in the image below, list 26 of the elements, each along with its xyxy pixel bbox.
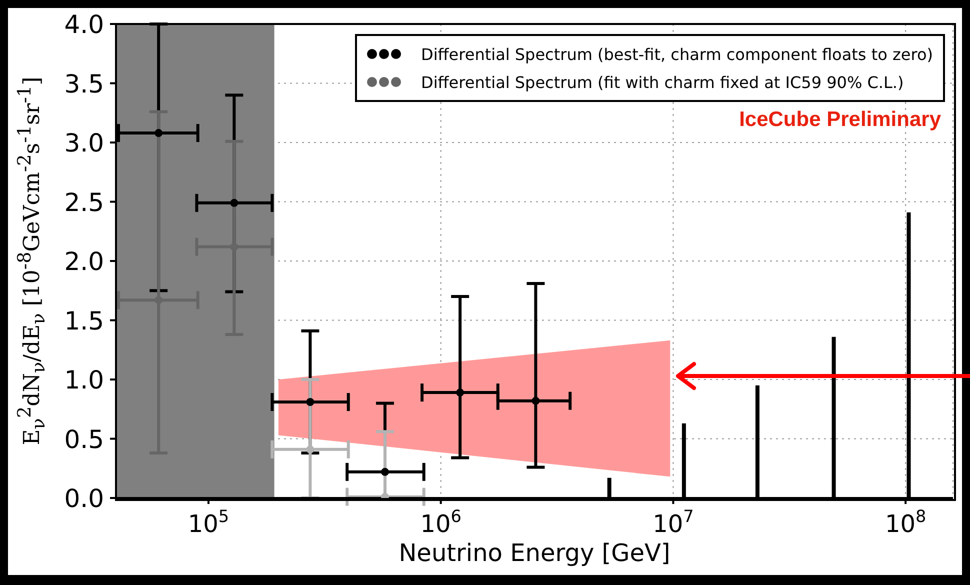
point: [154, 129, 163, 138]
point: [380, 468, 389, 476]
annotation: IceCube Preliminary: [739, 108, 941, 132]
point: [532, 396, 540, 405]
x-tick-label: 10$^{6}$: [420, 506, 462, 538]
y-tick-label: 2.0: [64, 247, 104, 276]
x-tick-label: 10$^{5}$: [188, 506, 230, 538]
x-axis-title: Neutrino Energy [GeV]: [398, 539, 670, 567]
legend-label: Differential Spectrum (best-fit, charm component floats to zero): [421, 44, 933, 64]
point: [230, 242, 238, 251]
point: [306, 445, 314, 454]
point: [456, 388, 464, 397]
y-tick-label: 3.5: [64, 69, 104, 98]
y-tick-label: 3.0: [64, 128, 104, 158]
x-tick-label: 10$^{8}$: [884, 506, 926, 538]
point: [230, 198, 238, 207]
x-tick-label: 10$^{7}$: [652, 506, 694, 538]
y-tick-label: 0.0: [64, 484, 104, 513]
point: [306, 398, 314, 406]
y-tick-label: 1.0: [64, 366, 104, 394]
point: [154, 296, 163, 304]
y-tick-label: 4.0: [64, 10, 104, 39]
y-tick-label: 0.5: [64, 424, 104, 454]
y-tick-label: 1.5: [64, 306, 104, 336]
y-tick-label: 2.5: [64, 188, 104, 217]
legend-label: Differential Spectrum (fit with charm fixed at IC59 90% C.L.): [421, 72, 904, 92]
